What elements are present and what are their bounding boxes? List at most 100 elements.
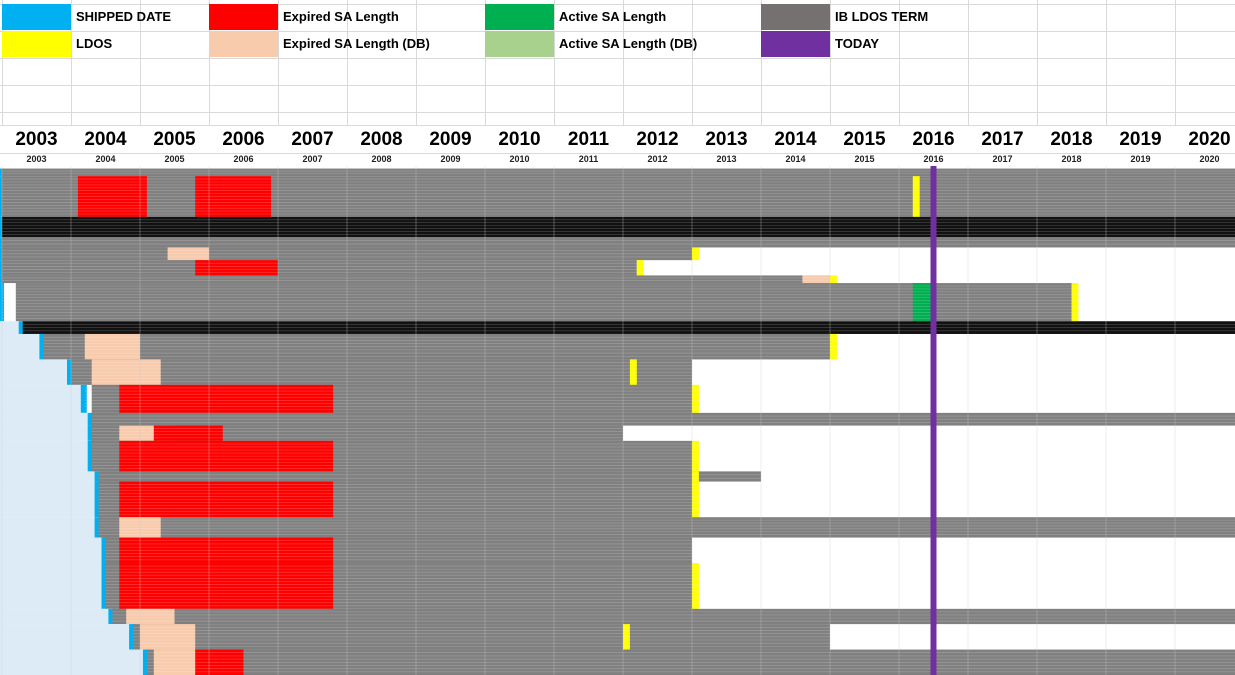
year-tick-label: 2013: [705, 129, 748, 150]
year-tick-label: 2019: [1119, 129, 1162, 150]
pre-ship-fill: [0, 649, 147, 675]
pre-ship-fill: [0, 359, 71, 385]
ldos-marker: [830, 333, 837, 360]
shipped-date-marker: [80, 384, 87, 413]
timeline-chart-svg: [0, 166, 1235, 675]
expired-sa-bar: [195, 260, 278, 276]
shipped-date-marker: [67, 359, 73, 385]
year-tick-label: 2009: [429, 129, 472, 150]
shipped-date-marker: [0, 283, 4, 322]
ib-ldos-term-bar: [2, 260, 637, 276]
expired-sa-bar: [119, 440, 334, 472]
year-subtick-label: 2015: [854, 154, 875, 164]
year-subtick-label: 2007: [302, 154, 323, 164]
year-subtick-label: 2018: [1061, 154, 1082, 164]
ib-ldos-term-bar: [133, 624, 831, 650]
year-subtick-label: 2013: [716, 154, 737, 164]
shipped-date-marker: [94, 481, 101, 518]
expired-sa-bar: [119, 481, 334, 518]
year-subtick-label: 2008: [371, 154, 392, 164]
legend-swatch: [761, 31, 830, 57]
expired-sa-bar: [119, 384, 334, 413]
pre-ship-fill: [0, 440, 92, 472]
ib-ldos-term-bar: [112, 608, 1235, 625]
legend-swatch: [485, 4, 554, 30]
ib-ldos-term-bar: [2, 168, 1235, 177]
shipped-date-marker: [94, 517, 101, 538]
ldos-marker: [623, 624, 630, 650]
year-tick-label: 2015: [843, 129, 886, 150]
year-subtick-label: 2009: [440, 154, 461, 164]
ldos-marker: [830, 275, 837, 284]
ib-ldos-term-bar: [15, 283, 1072, 322]
year-tick-label: 2011: [567, 129, 610, 150]
ldos-marker: [692, 384, 699, 413]
expired-sa-bar: [119, 563, 334, 609]
ib-ldos-term-bar: [43, 333, 830, 360]
ldos-marker: [692, 563, 699, 609]
legend-label: Expired SA Length: [283, 9, 399, 24]
year-tick-label: 2018: [1050, 129, 1093, 150]
expired-sa-bar: [195, 649, 244, 675]
year-subtick-label: 2004: [95, 154, 116, 164]
pre-ship-fill: [0, 333, 44, 360]
pre-ship-fill: [0, 471, 99, 482]
ib-ldos-term-bar: [2, 237, 1235, 248]
expired-sa-db-bar: [802, 275, 830, 284]
pre-ship-fill: [0, 537, 106, 564]
year-tick-label: 2010: [498, 129, 541, 150]
shipped-date-marker: [129, 624, 136, 650]
year-subtick-label: 2020: [1199, 154, 1220, 164]
ldos-marker: [692, 247, 699, 261]
year-subtick-label: 2017: [992, 154, 1013, 164]
legend-label: IB LDOS TERM: [835, 9, 929, 24]
year-tick-label: 2017: [981, 129, 1024, 150]
year-subheader-row: 2003 2004 2005 2006 2007 2008 2009 2010 2011 2012…: [0, 153, 1235, 167]
ib-ldos-term-bar: [91, 425, 623, 441]
expired-sa-db-bar: [140, 624, 196, 650]
pre-ship-fill: [0, 412, 92, 426]
ib-ldos-term-bar: [146, 649, 1235, 675]
year-subtick-label: 2019: [1130, 154, 1151, 164]
legend-label: LDOS: [76, 36, 113, 51]
today-line: [930, 166, 937, 675]
ldos-marker: [692, 481, 699, 518]
year-tick-label: 2020: [1188, 129, 1231, 150]
shipped-date-marker: [87, 425, 94, 441]
shipped-date-marker: [101, 563, 108, 609]
shipped-date-marker: [39, 333, 46, 360]
legend-label: TODAY: [835, 36, 880, 51]
legend-label: Active SA Length: [559, 9, 667, 24]
ldos-marker: [629, 359, 637, 385]
shipped-date-marker: [18, 321, 25, 334]
year-subtick-label: 2011: [578, 154, 599, 164]
expired-sa-db-bar: [126, 608, 175, 625]
expired-sa-db-bar: [91, 359, 161, 385]
year-subtick-label: 2010: [509, 154, 530, 164]
pre-ship-fill: [0, 624, 134, 650]
timeline-plot: [0, 166, 1235, 675]
ib-ldos-term-bar: [2, 275, 830, 284]
ib-ldos-term-bar: [98, 517, 1235, 538]
year-header-row: 2003 2004 2005 2006 2007 2008 2009 2010 2011 2012…: [0, 125, 1235, 154]
year-subtick-label: 2003: [26, 154, 47, 164]
ib-ldos-term-bar: [98, 471, 762, 482]
year-tick-label: 2003: [15, 129, 58, 150]
year-subtick-label: 2005: [164, 154, 185, 164]
shipped-date-marker: [142, 649, 149, 675]
shipped-date-marker: [94, 471, 101, 482]
ldos-marker: [692, 471, 699, 482]
pre-ship-fill: [0, 425, 92, 441]
shipped-date-marker: [108, 608, 115, 625]
legend-label: Active SA Length (DB): [559, 36, 698, 51]
year-subtick-label: 2006: [233, 154, 254, 164]
expired-sa-bar: [153, 425, 223, 441]
legend-swatch: [761, 4, 830, 30]
ib-ldos-term-bar: [91, 412, 1235, 426]
expired-sa-bar: [195, 176, 272, 217]
ldos-marker: [1071, 283, 1079, 322]
chart-legend: SHIPPED DATE Expired SA Length Active SA…: [0, 0, 1235, 60]
shipped-date-marker: [87, 440, 94, 472]
pre-ship-fill: [0, 384, 85, 413]
active-sa-bar: [912, 283, 934, 322]
